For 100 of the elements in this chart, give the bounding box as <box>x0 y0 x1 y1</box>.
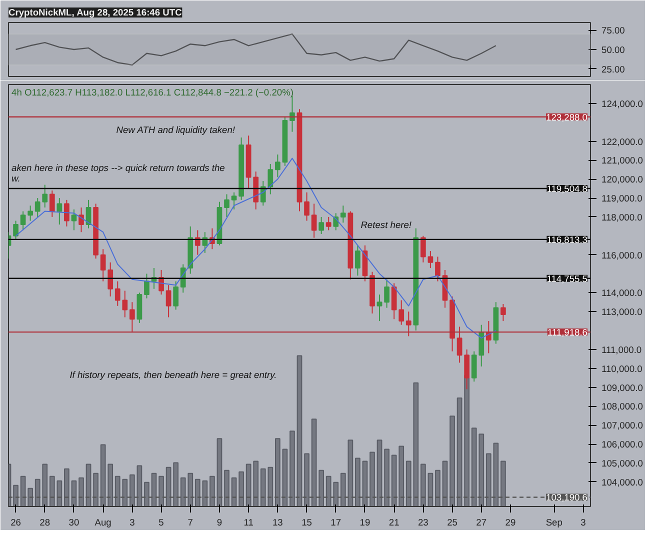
bar <box>456 397 462 506</box>
y-tick-label: 110,000.0 <box>602 364 642 374</box>
bar <box>64 468 70 506</box>
x-tick-label: 29 <box>505 518 516 528</box>
ref-line-label: 103,190.6 <box>546 492 588 503</box>
annotation: If history repeats, then beneath here = great entry. <box>70 370 277 380</box>
ref-line-label: 114,755.5 <box>546 274 588 284</box>
candlestick <box>13 220 18 240</box>
candlestick <box>333 212 339 231</box>
y-tick-label: 114,000.0 <box>602 288 642 298</box>
candlestick <box>173 280 179 310</box>
candlestick <box>194 230 200 256</box>
candlestick <box>406 311 412 337</box>
x-tick-label: 13 <box>272 518 283 528</box>
candlestick <box>376 294 382 322</box>
candlestick <box>64 199 70 227</box>
x-tick-label: 9 <box>216 518 222 528</box>
x-tick-label: 21 <box>388 518 400 528</box>
candlestick <box>435 256 440 282</box>
bar <box>304 453 310 506</box>
candlestick <box>340 205 346 224</box>
bar <box>355 458 360 506</box>
candlestick <box>28 205 34 222</box>
x-tick-label: Sep <box>546 518 562 528</box>
x-tick-label: 17 <box>330 518 342 528</box>
bar <box>435 470 440 506</box>
candlestick <box>144 273 150 299</box>
chart-title: 4h O112,623.7 H113,182.0 L112,616.1 C112,844.8 −221.2 (−0.20%) <box>12 88 294 98</box>
bar <box>274 438 280 506</box>
y-tick-label: 109,000.0 <box>602 382 643 393</box>
bar <box>442 460 448 506</box>
x-tick-label: 11 <box>244 518 254 528</box>
line-series <box>15 33 497 66</box>
candlestick <box>129 302 135 332</box>
bar <box>216 438 222 506</box>
y-tick-label: 120,000.0 <box>602 174 643 185</box>
x-tick-label: 15 <box>302 518 312 528</box>
candlestick <box>20 210 26 231</box>
candlestick <box>471 350 477 382</box>
bar <box>296 355 302 506</box>
x-tick-label: 3 <box>130 518 135 528</box>
candlestick <box>464 348 470 390</box>
bar <box>166 466 172 506</box>
bar <box>384 448 390 506</box>
y-tick-label: 116,000.0 <box>602 250 642 260</box>
annotation: Retest here! <box>360 220 412 230</box>
candlestick <box>304 192 310 222</box>
x-tick-label: 7 <box>188 518 193 528</box>
bar <box>158 476 164 506</box>
candlestick <box>398 300 404 326</box>
y-tick-label: 122,000.0 <box>602 136 643 147</box>
x-tick-label: 28 <box>40 518 50 528</box>
y-tick-label: 108,000.0 <box>602 402 643 412</box>
annotation: w. <box>12 174 20 184</box>
bar <box>290 430 295 506</box>
candlestick <box>42 184 48 208</box>
y-tick-label: 121,000.0 <box>602 156 643 166</box>
bar <box>224 470 230 506</box>
candlestick <box>456 326 462 364</box>
bar <box>370 452 375 506</box>
candlestick <box>311 203 317 238</box>
candlestick <box>49 190 55 218</box>
y-tick-label: 113,000.0 <box>602 307 642 318</box>
bar <box>78 477 84 506</box>
bar <box>420 464 426 506</box>
x-tick-label: 3 <box>580 518 586 528</box>
x-tick-label: 25 <box>447 518 458 528</box>
bar <box>93 472 98 506</box>
annotation: New ATH and liquidity taken! <box>116 125 236 136</box>
y-tick-label: 107,000.0 <box>602 420 643 431</box>
candlestick <box>231 192 237 210</box>
bar <box>238 471 244 506</box>
candlestick <box>428 250 434 269</box>
candlestick <box>355 244 360 276</box>
bar <box>28 488 34 506</box>
annotation: aken here in these tops --> quick return towards the <box>12 163 225 174</box>
candlestick <box>478 324 484 367</box>
candlestick <box>384 278 390 308</box>
y-tick-label: 124,000.0 <box>602 98 643 109</box>
ref-line-label: 116,813.3 <box>546 234 588 245</box>
x-tick-label: Aug <box>94 518 112 528</box>
bar <box>318 470 324 506</box>
candlestick <box>500 304 506 322</box>
y-tick-label: 105,000.0 <box>602 458 643 468</box>
bar <box>376 440 382 506</box>
ref-line-label: 119,504.8 <box>546 184 588 194</box>
candlestick <box>78 207 84 233</box>
bar <box>129 474 135 506</box>
x-tick-label: 30 <box>68 518 80 528</box>
candlestick <box>71 208 77 231</box>
candlestick <box>34 198 40 218</box>
bar <box>144 482 150 506</box>
y-tick-label: 111,000.0 <box>602 344 642 355</box>
candlestick <box>56 198 62 226</box>
x-tick-label: 23 <box>418 518 428 528</box>
bar <box>362 460 368 506</box>
ref-line-label: 123,288.0 <box>546 112 588 122</box>
candlestick <box>326 216 332 231</box>
y-tick-label: 119,000.0 <box>602 194 642 204</box>
bar <box>311 418 317 506</box>
